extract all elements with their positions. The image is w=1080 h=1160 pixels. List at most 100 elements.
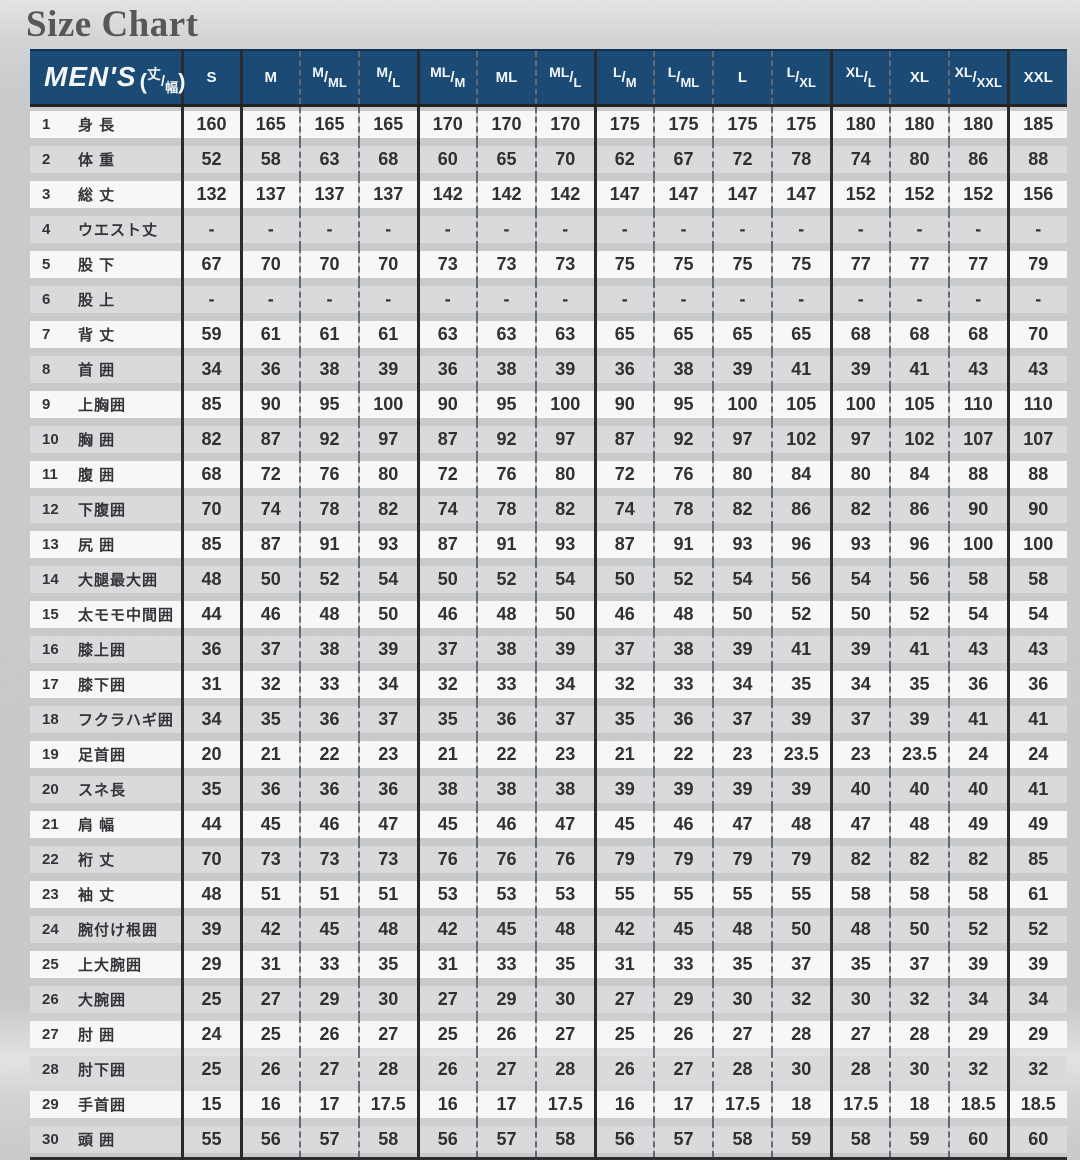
value-bar: 82 <box>832 496 889 523</box>
value-cell: 77 <box>948 247 1008 282</box>
value-bar: 37 <box>891 951 948 978</box>
value-bar: 50 <box>773 916 830 943</box>
row-number: 19 <box>42 746 59 763</box>
value-bar: 147 <box>596 181 653 208</box>
value-cell: 39 <box>180 912 241 947</box>
value-cell: 48 <box>653 597 713 632</box>
value-cell: - <box>593 282 654 317</box>
value-cell: 40 <box>829 772 890 807</box>
value-bar: 40 <box>832 776 889 803</box>
value-bar: 38 <box>419 776 476 803</box>
value-bar: 82 <box>360 496 417 523</box>
value-bar: 16 <box>242 1091 299 1118</box>
row-label: 膝上囲 <box>78 642 127 659</box>
value-cell: 58 <box>829 877 890 912</box>
value-bar: 77 <box>832 251 889 278</box>
value-bar: 26 <box>419 1056 476 1083</box>
value-cell: 56 <box>889 562 949 597</box>
value-bar: 96 <box>891 531 948 558</box>
value-bar: 107 <box>1009 426 1067 453</box>
row-label: 総 丈 <box>78 187 116 204</box>
value-bar: 23 <box>360 741 417 768</box>
value-cell: 58 <box>712 1122 772 1159</box>
value-bar: 132 <box>183 181 240 208</box>
value-bar: 70 <box>242 251 299 278</box>
value-bar: 37 <box>360 706 417 733</box>
value-cell: 73 <box>535 247 595 282</box>
value-cell: 175 <box>593 105 654 142</box>
row-number: 5 <box>42 256 51 273</box>
value-cell: 82 <box>712 492 772 527</box>
value-bar: 61 <box>242 321 299 348</box>
value-bar: 28 <box>714 1056 771 1083</box>
value-cell: 73 <box>416 247 477 282</box>
value-cell: 175 <box>771 105 831 142</box>
column-header-L/ML: L/ML <box>653 49 713 107</box>
value-cell: - <box>712 212 772 247</box>
value-cell: 76 <box>653 457 713 492</box>
value-cell: 30 <box>889 1052 949 1087</box>
size-top: ML <box>430 64 451 80</box>
value-cell: 85 <box>1006 842 1067 877</box>
value-bar: 36 <box>419 356 476 383</box>
value-bar: 65 <box>773 321 830 348</box>
value-cell: 82 <box>829 842 890 877</box>
row-label-bar: 6 股 上 <box>30 286 181 313</box>
value-cell: 50 <box>239 562 300 597</box>
value-bar: 27 <box>714 1021 771 1048</box>
table-row: 13 尻 囲 85 87 91 93 87 91 93 87 91 93 96 93 96 100 100 <box>30 527 1067 562</box>
value-cell: 18 <box>771 1087 831 1122</box>
value-bar: 59 <box>183 321 240 348</box>
value-cell: 80 <box>535 457 595 492</box>
size-slash: / <box>795 69 800 86</box>
value-cell: 78 <box>771 142 831 177</box>
value-bar: 58 <box>537 1126 594 1153</box>
value-bar: 68 <box>360 146 417 173</box>
value-bar: 48 <box>183 566 240 593</box>
value-bar: 29 <box>950 1021 1007 1048</box>
value-bar: 18 <box>891 1091 948 1118</box>
column-header-ML: ML <box>476 49 536 107</box>
value-bar: 33 <box>478 951 535 978</box>
value-cell: 61 <box>299 317 359 352</box>
row-label-cell: 21 肩 幅 <box>30 807 182 842</box>
value-bar: 75 <box>596 251 653 278</box>
mens-label: MEN'S <box>44 60 137 92</box>
value-bar: 56 <box>891 566 948 593</box>
value-cell: 53 <box>535 877 595 912</box>
value-bar: - <box>537 216 594 243</box>
value-bar: 38 <box>655 636 712 663</box>
value-cell: 29 <box>180 947 241 982</box>
value-bar: 21 <box>242 741 299 768</box>
value-cell: 105 <box>889 387 949 422</box>
value-cell: 39 <box>358 352 418 387</box>
value-bar: - <box>1009 286 1067 313</box>
value-cell: 18.5 <box>1006 1087 1067 1122</box>
value-cell: 102 <box>889 422 949 457</box>
row-label-bar: 1 身 長 <box>30 111 181 138</box>
row-label-bar: 12 下腹囲 <box>30 496 181 523</box>
value-cell: - <box>299 282 359 317</box>
value-bar: 33 <box>655 951 712 978</box>
value-bar: 41 <box>950 706 1007 733</box>
value-bar: 26 <box>596 1056 653 1083</box>
value-cell: 17.5 <box>535 1087 595 1122</box>
row-label: 裄 丈 <box>78 852 116 869</box>
value-bar: 96 <box>773 531 830 558</box>
row-label-bar: 29 手首囲 <box>30 1091 181 1118</box>
value-bar: 91 <box>301 531 358 558</box>
value-cell: 51 <box>358 877 418 912</box>
value-bar: 76 <box>655 461 712 488</box>
value-cell: 90 <box>1006 492 1067 527</box>
row-label-bar: 2 体 重 <box>30 146 181 173</box>
value-bar: 35 <box>596 706 653 733</box>
value-cell: 24 <box>948 737 1008 772</box>
value-bar: 25 <box>183 1056 240 1083</box>
value-cell: 82 <box>948 842 1008 877</box>
value-bar: 58 <box>950 566 1007 593</box>
value-cell: 27 <box>712 1017 772 1052</box>
value-bar: 18.5 <box>950 1091 1007 1118</box>
value-cell: 56 <box>593 1122 654 1159</box>
value-bar: 73 <box>301 846 358 873</box>
